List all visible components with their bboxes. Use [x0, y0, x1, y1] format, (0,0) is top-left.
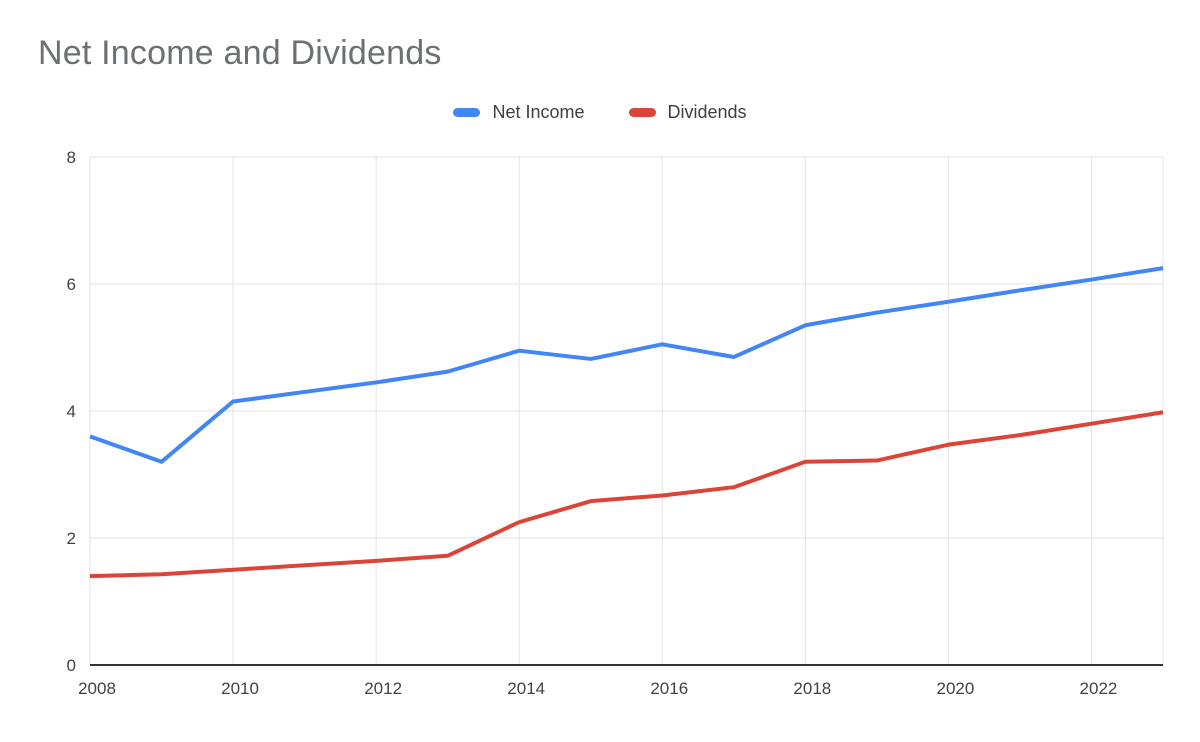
dividends-swatch-icon — [628, 108, 656, 117]
y-axis-tick-label: 0 — [67, 656, 76, 675]
legend-label-dividends: Dividends — [667, 102, 747, 122]
x-axis-tick-label: 2008 — [78, 679, 116, 698]
legend-item-dividends[interactable]: Dividends — [628, 102, 747, 123]
y-axis-tick-label: 8 — [67, 148, 76, 167]
x-axis-tick-label: 2010 — [221, 679, 259, 698]
x-axis-tick-label: 2020 — [936, 679, 974, 698]
y-axis-tick-label: 6 — [67, 275, 76, 294]
chart-title: Net Income and Dividends — [38, 34, 442, 72]
x-axis-tick-label: 2016 — [650, 679, 688, 698]
legend-label-net-income: Net Income — [492, 102, 585, 122]
series-line-dividends[interactable] — [89, 410, 1164, 579]
x-axis-tick-label: 2014 — [507, 679, 545, 698]
chart-legend: Net Income Dividends — [0, 102, 1200, 123]
net-income-swatch-icon — [453, 108, 481, 117]
x-axis-tick-label: 2018 — [793, 679, 831, 698]
legend-item-net-income[interactable]: Net Income — [453, 102, 585, 123]
series-line-net-income[interactable] — [89, 266, 1164, 464]
y-axis-tick-label: 2 — [67, 529, 76, 548]
y-axis-tick-label: 4 — [67, 402, 76, 421]
x-axis-tick-label: 2022 — [1080, 679, 1118, 698]
x-axis-tick-label: 2012 — [364, 679, 402, 698]
